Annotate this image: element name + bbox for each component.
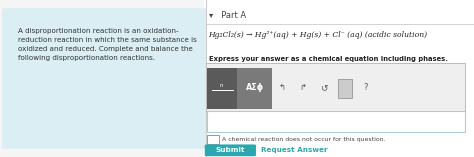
FancyBboxPatch shape [207, 68, 237, 109]
FancyBboxPatch shape [207, 111, 465, 132]
Text: A disproportionation reaction is an oxidation-
reduction reaction in which the s: A disproportionation reaction is an oxid… [18, 28, 196, 60]
Text: ↰: ↰ [279, 83, 285, 92]
FancyBboxPatch shape [205, 144, 256, 156]
Text: —: — [342, 85, 348, 91]
Text: Submit: Submit [216, 147, 245, 153]
Text: Request Answer: Request Answer [261, 147, 328, 153]
Text: ↺: ↺ [320, 83, 328, 92]
Text: ▾   Part A: ▾ Part A [209, 11, 246, 20]
Text: ↱: ↱ [299, 83, 306, 92]
Text: AΣϕ: AΣϕ [246, 83, 264, 92]
Text: Hg₂Cl₂(s) → Hg²⁺(aq) + Hg(s) + Cl⁻ (aq) (acidic solution): Hg₂Cl₂(s) → Hg²⁺(aq) + Hg(s) + Cl⁻ (aq) … [209, 31, 428, 39]
FancyBboxPatch shape [2, 8, 206, 149]
Text: ?: ? [364, 83, 368, 92]
FancyBboxPatch shape [338, 79, 352, 98]
Text: n: n [219, 83, 223, 88]
FancyBboxPatch shape [206, 63, 465, 111]
FancyBboxPatch shape [207, 135, 219, 144]
Text: Express your answer as a chemical equation including phases.: Express your answer as a chemical equati… [209, 56, 447, 62]
Text: A chemical reaction does not occur for this question.: A chemical reaction does not occur for t… [222, 137, 385, 142]
FancyBboxPatch shape [237, 68, 272, 109]
